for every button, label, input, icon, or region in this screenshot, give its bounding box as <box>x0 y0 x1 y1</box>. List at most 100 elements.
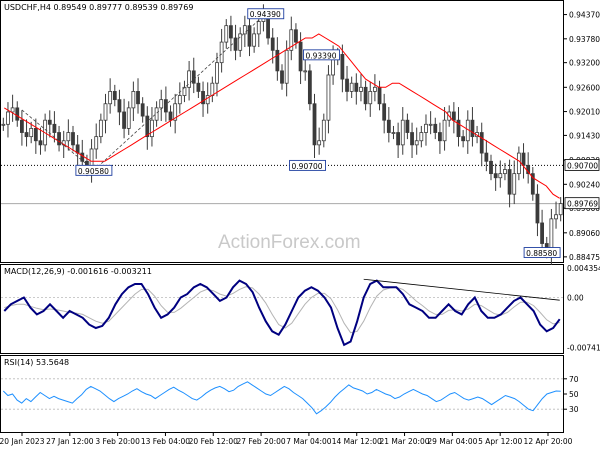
candle-body <box>359 86 363 92</box>
candle-body <box>438 132 442 142</box>
candle-body <box>489 160 493 175</box>
candle-body <box>377 86 382 105</box>
price-level-box <box>564 159 600 171</box>
watermark: ActionForex.com <box>218 232 361 253</box>
price-panel <box>0 0 564 263</box>
candle-body <box>122 111 126 129</box>
x-axis-tick-label: 14 Mar 12:00 <box>332 437 382 446</box>
candle-body <box>47 119 52 125</box>
macd-y-tick-label: 0.00 <box>567 293 584 302</box>
candle-body <box>98 119 103 138</box>
candle-body <box>479 132 484 154</box>
candle-body <box>150 119 154 138</box>
rsi-y-tick-label: 50 <box>569 390 579 399</box>
candle-body <box>136 91 140 105</box>
price-annotation-box <box>303 49 340 61</box>
candle-body <box>71 132 75 146</box>
candle-body <box>331 58 335 76</box>
macd-y-tick-label: -0.007417 <box>567 344 600 353</box>
price-y-tick-label: 0.93780 <box>569 35 600 44</box>
candle-body <box>428 123 433 126</box>
price-annotation-label: 0.93390 <box>305 51 336 60</box>
macd-trendline <box>363 278 560 301</box>
macd-panel <box>0 264 564 354</box>
candle-body <box>177 95 182 105</box>
price-y-tick-label: 0.92010 <box>569 108 600 117</box>
candle-body <box>298 41 303 72</box>
price-annotation-box <box>523 247 561 258</box>
candle-body <box>1 123 6 126</box>
price-level-label: 0.90700 <box>567 161 598 170</box>
x-axis-tick-label: 3 Feb 20:00 <box>95 437 140 446</box>
candle-body <box>38 140 43 146</box>
price-level-box <box>564 197 600 210</box>
candle-body <box>6 111 10 125</box>
moving-average-line <box>4 33 560 199</box>
candle-body <box>317 140 322 146</box>
candle-body <box>400 119 405 146</box>
candle-body <box>470 119 475 138</box>
candle-body <box>215 62 219 84</box>
candle-body <box>280 70 284 84</box>
price-annotation-box <box>247 8 285 20</box>
candle-body <box>345 78 349 92</box>
candle-body <box>405 119 410 133</box>
candle-body <box>275 49 280 72</box>
candle-body <box>414 140 419 146</box>
candle-body <box>140 103 145 117</box>
candle-body <box>307 70 312 105</box>
candle-body <box>516 152 521 175</box>
price-trendline <box>21 109 95 171</box>
price-trendline <box>93 13 267 171</box>
candle-body <box>549 218 554 253</box>
candle-body <box>461 136 466 142</box>
candle-body <box>442 119 447 142</box>
candle-body <box>521 152 526 166</box>
x-axis-tick-label: 29 Mar 04:00 <box>427 437 477 446</box>
candle-body <box>396 132 401 146</box>
candle-body <box>294 29 298 43</box>
candle-body <box>145 115 150 138</box>
x-axis-tick-label: 27 Feb 20:00 <box>236 437 285 446</box>
candle-body <box>419 132 424 142</box>
candle-body <box>168 111 173 121</box>
price-chart-title: USDCHF,H4 0.89549 0.89777 0.89539 0.8976… <box>4 3 193 12</box>
candle-body <box>108 91 113 105</box>
candle-body <box>540 222 544 244</box>
candle-body <box>103 103 108 121</box>
rsi-y-tick-label: 70 <box>569 375 579 384</box>
price-y-tick-label: 0.91430 <box>569 131 600 140</box>
rsi-line <box>2 381 561 415</box>
x-axis-tick-label: 12 Apr 20:00 <box>524 437 573 446</box>
candle-body <box>196 82 201 92</box>
candle-body <box>456 119 461 138</box>
candle-body <box>15 107 20 121</box>
candle-body <box>372 86 377 92</box>
candle-body <box>349 82 354 92</box>
candle-body <box>284 49 289 84</box>
candle-body <box>530 173 535 195</box>
candle-body <box>126 107 131 129</box>
candle-body <box>252 33 257 47</box>
candle-body <box>554 214 558 220</box>
candle-body <box>326 74 331 121</box>
candle-body <box>270 37 275 51</box>
macd-line <box>3 279 561 347</box>
candle-body <box>363 86 368 105</box>
candle-body <box>433 123 438 133</box>
x-axis: 20 Jan 2023 27 Jan 12:00 3 Feb 20:00 13 Feb… <box>0 432 573 446</box>
price-y-tick-label: 0.93200 <box>569 59 600 68</box>
rsi-y-tick-label: 30 <box>569 405 579 414</box>
candle-body <box>233 37 238 51</box>
candle-body <box>10 107 15 113</box>
candle-body <box>66 132 71 142</box>
price-y-tick-label: 0.94370 <box>569 11 600 20</box>
candle-body <box>484 152 489 162</box>
candle-body <box>159 99 164 109</box>
candle-body <box>303 70 308 73</box>
candle-body <box>205 95 210 105</box>
macd-title: MACD(12,26,9) -0.001616 -0.003211 <box>4 267 152 276</box>
candle-body <box>24 132 29 138</box>
candle-body <box>386 119 391 133</box>
x-axis-tick-label: 20 Feb 12:00 <box>189 437 238 446</box>
